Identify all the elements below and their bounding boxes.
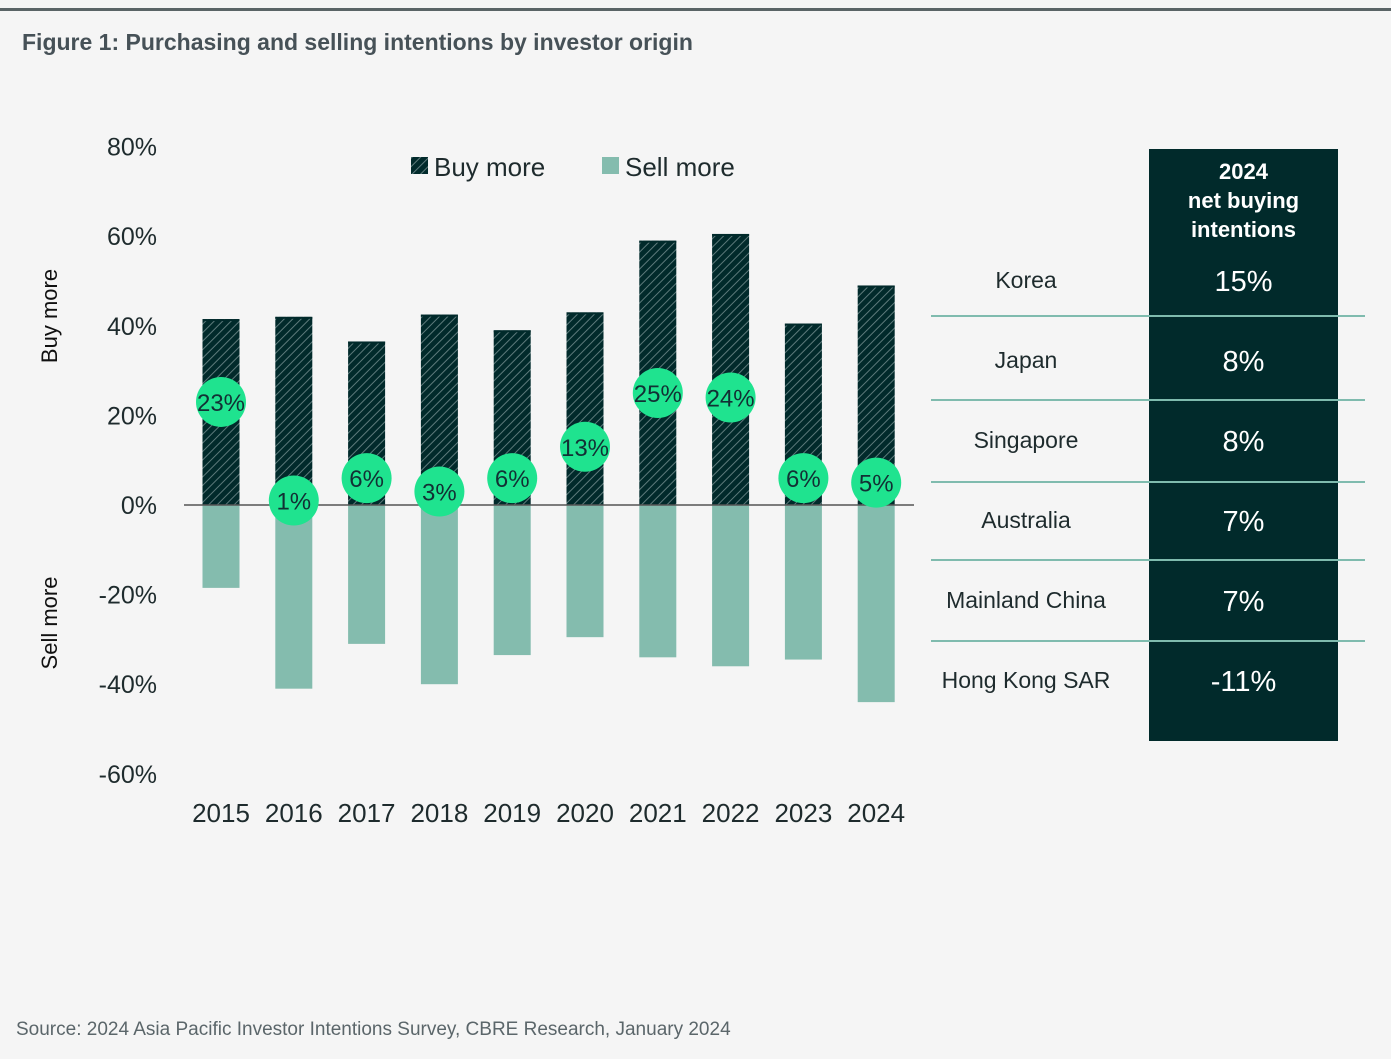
x-tick-label: 2017 [338, 798, 396, 828]
y-tick-label: 0% [121, 492, 157, 520]
sell-bar [348, 505, 386, 644]
net-label: 23% [197, 390, 245, 417]
table-row-label: Korea [995, 267, 1057, 293]
net-bubble [341, 453, 392, 504]
net-bubble [268, 475, 319, 526]
y-tick-label: -20% [99, 582, 157, 610]
x-tick-label: 2018 [410, 798, 468, 828]
buy-bar [712, 233, 750, 505]
y-tick-label: -40% [99, 671, 157, 699]
legend-buy-swatch [411, 157, 428, 174]
buy-bar-cap [275, 316, 313, 319]
buy-bar [275, 316, 313, 505]
net-bubble [414, 466, 465, 517]
net-buying-table [1149, 149, 1338, 741]
buy-bar-cap [639, 240, 677, 243]
table-row-label: Singapore [973, 427, 1079, 453]
sell-bar [566, 505, 604, 638]
net-label: 6% [495, 466, 530, 493]
table-row-value: 7% [1222, 506, 1265, 538]
table-row-value: 15% [1214, 266, 1273, 298]
buy-bar-cap [712, 233, 750, 236]
legend-buy-label: Buy more [434, 152, 545, 182]
sell-bar [275, 505, 313, 689]
x-tick-label: 2023 [774, 798, 832, 828]
table-row-divider [931, 399, 1365, 401]
legend-sell-label: Sell more [625, 152, 735, 182]
net-bubble [632, 368, 683, 418]
sell-bar [712, 505, 750, 667]
y-tick-label: 20% [107, 402, 157, 430]
net-label: 25% [634, 381, 682, 408]
sell-bar [857, 505, 895, 703]
x-tick-label: 2020 [556, 798, 614, 828]
net-label: 6% [349, 466, 384, 493]
buy-bar-cap [420, 314, 458, 317]
net-label: 13% [561, 435, 609, 462]
figure-title: Figure 1: Purchasing and selling intenti… [22, 29, 693, 55]
x-tick-label: 2021 [629, 798, 687, 828]
table-header-line-1: 2024 [1219, 159, 1268, 184]
top-rule [0, 8, 1391, 11]
buy-bar-cap [784, 323, 822, 326]
table-row-value: 8% [1222, 346, 1265, 378]
net-label: 6% [786, 466, 821, 493]
table-row-divider [931, 640, 1365, 642]
net-label: 5% [859, 471, 894, 498]
table-row-value: 7% [1222, 586, 1265, 618]
axis-label-buy: Buy more [37, 269, 62, 363]
table-row-divider [931, 481, 1365, 483]
x-tick-label: 2022 [702, 798, 760, 828]
net-bubble [487, 453, 538, 504]
net-bubble [851, 457, 902, 508]
axis-label-sell: Sell more [37, 577, 62, 670]
legend-sell-swatch [602, 157, 619, 174]
x-tick-label: 2024 [847, 798, 905, 828]
source-note: Source: 2024 Asia Pacific Investor Inten… [16, 1019, 731, 1040]
table-row-value: -11% [1210, 666, 1277, 698]
net-label: 24% [707, 385, 755, 412]
table-row-label: Mainland China [946, 587, 1106, 613]
table-row-label: Australia [981, 507, 1071, 533]
chart: 80% 60% 40% 20% 0% -20% -40% -60% 23% 1% 6% 3% 6% 13… [37, 134, 914, 828]
y-tick-label: 40% [107, 313, 157, 341]
table-row-value: 8% [1222, 426, 1265, 458]
net-bubble [196, 376, 246, 427]
y-tick-label: 60% [107, 223, 157, 251]
buy-bar-cap [857, 285, 895, 288]
table-row-divider [931, 315, 1365, 317]
buy-bar-cap [348, 341, 386, 344]
table-header-line-2: net buying [1187, 188, 1300, 213]
table-header-line-3: intentions [1190, 217, 1297, 242]
x-tick-label: 2016 [265, 798, 323, 828]
net-label: 3% [422, 480, 457, 507]
buy-bar-cap [493, 330, 531, 333]
net-bubble [560, 421, 610, 472]
table-row-divider [931, 559, 1365, 561]
net-bubble [778, 453, 829, 504]
buy-bar [566, 312, 604, 505]
sell-bar [202, 505, 240, 588]
y-tick-label: -60% [99, 761, 157, 789]
table-header: 2024 net buying intentions [1149, 157, 1338, 244]
x-tick-label: 2015 [192, 798, 250, 828]
net-label: 1% [276, 489, 311, 516]
y-tick-label: 80% [107, 134, 157, 162]
table-row-label: Japan [994, 347, 1058, 373]
x-tick-label: 2019 [483, 798, 541, 828]
table-row-label: Hong Kong SAR [941, 667, 1111, 693]
net-bubble [705, 372, 756, 423]
sell-bar [493, 505, 531, 656]
sell-bar [639, 505, 677, 658]
buy-bar-cap [566, 312, 604, 315]
buy-bar-cap [202, 319, 240, 322]
sell-bar [420, 505, 458, 685]
sell-bar [784, 505, 822, 660]
